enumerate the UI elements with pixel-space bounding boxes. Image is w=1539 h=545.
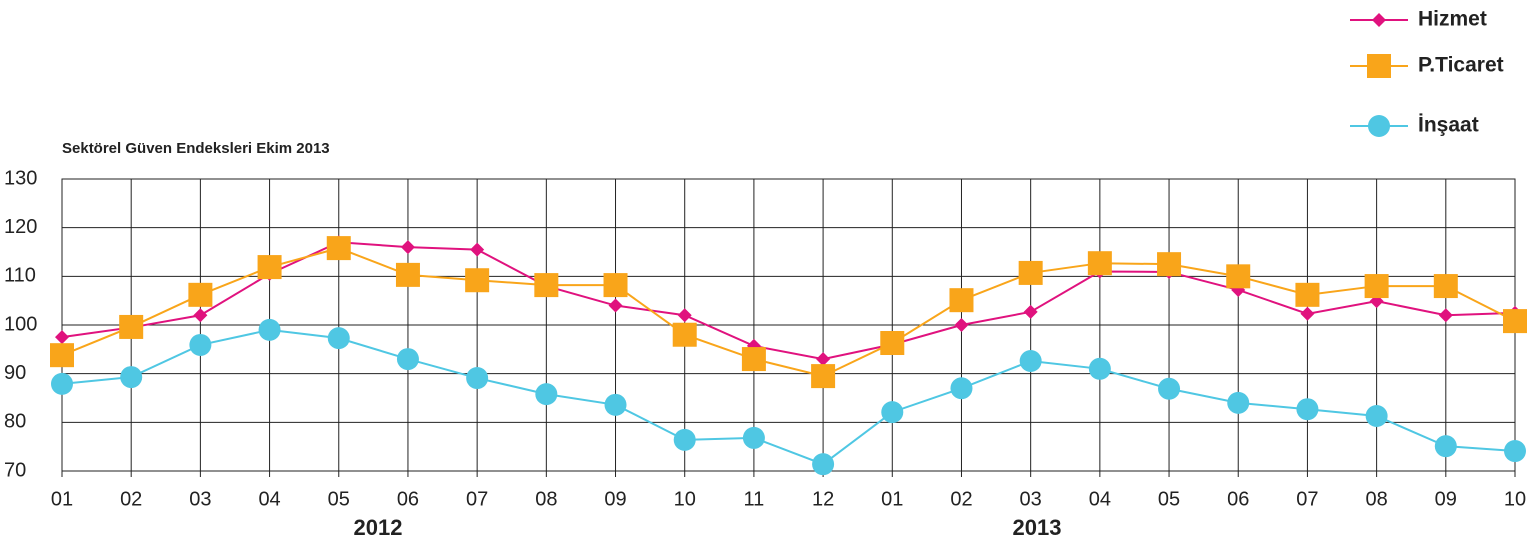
- marker: [1087, 251, 1112, 276]
- marker: [1365, 405, 1388, 428]
- marker: [535, 383, 558, 406]
- marker: [1367, 54, 1391, 78]
- marker: [395, 262, 420, 287]
- marker: [466, 367, 489, 390]
- x-tick-label: 02: [120, 488, 142, 510]
- marker: [811, 364, 836, 389]
- marker: [257, 255, 282, 280]
- marker: [1504, 440, 1526, 463]
- year-label: 2013: [1013, 515, 1062, 540]
- marker: [120, 366, 143, 389]
- marker: [400, 240, 415, 255]
- x-tick-label: 10: [674, 488, 696, 510]
- marker: [1088, 357, 1111, 380]
- marker: [812, 453, 835, 476]
- marker: [1018, 260, 1043, 285]
- marker: [1158, 377, 1181, 400]
- marker: [1157, 252, 1182, 277]
- x-tick-label: 04: [1089, 488, 1111, 510]
- x-tick-label: 08: [535, 488, 557, 510]
- marker: [1295, 282, 1320, 307]
- series-line: [61, 247, 1516, 378]
- x-tick-label: 12: [812, 488, 834, 510]
- marker: [608, 298, 623, 313]
- chart-title: Sektörel Güven Endeksleri Ekim 2013: [62, 140, 330, 157]
- y-tick-label: 130: [4, 167, 37, 189]
- marker: [1368, 115, 1390, 137]
- y-tick-label: 90: [4, 362, 26, 384]
- marker: [1433, 274, 1458, 299]
- x-tick-label: 01: [51, 488, 73, 510]
- marker: [673, 428, 696, 451]
- x-tick-label: 07: [466, 488, 488, 510]
- x-tick-label: 02: [950, 488, 972, 510]
- x-tick-label: 03: [1020, 488, 1042, 510]
- x-tick-label: 04: [258, 488, 280, 510]
- marker: [327, 327, 350, 350]
- marker: [1227, 391, 1250, 414]
- marker: [949, 288, 974, 313]
- x-tick-label: 09: [604, 488, 626, 510]
- x-tick-label: 01: [881, 488, 903, 510]
- marker: [880, 331, 905, 356]
- marker: [950, 377, 973, 400]
- marker: [1503, 309, 1527, 334]
- marker: [1372, 13, 1386, 27]
- marker: [954, 318, 969, 332]
- legend-label: Hizmet: [1418, 8, 1487, 31]
- marker: [534, 273, 559, 298]
- y-tick-label: 100: [4, 313, 37, 335]
- x-tick-label: 07: [1296, 488, 1318, 510]
- x-tick-label: 03: [189, 488, 211, 510]
- x-tick-label: 08: [1365, 488, 1387, 510]
- marker: [51, 372, 73, 395]
- legend-label: İnşaat: [1418, 114, 1479, 137]
- marker: [326, 236, 351, 261]
- x-tick-label: 05: [328, 488, 350, 510]
- marker: [1364, 274, 1389, 299]
- series-line: [61, 328, 1516, 466]
- marker: [816, 352, 831, 367]
- marker: [741, 347, 766, 372]
- marker: [1023, 304, 1038, 319]
- marker: [677, 308, 692, 323]
- legend-label: P.Ticaret: [1418, 54, 1504, 77]
- x-tick-label: 05: [1158, 488, 1180, 510]
- marker: [1226, 264, 1251, 289]
- y-tick-label: 80: [4, 411, 26, 433]
- x-tick-label: 10: [1504, 488, 1526, 510]
- marker: [50, 343, 74, 368]
- y-tick-label: 110: [4, 265, 36, 287]
- marker: [119, 314, 144, 339]
- marker: [396, 348, 419, 371]
- marker: [1296, 398, 1319, 421]
- x-tick-label: 06: [1227, 488, 1249, 510]
- marker: [55, 330, 69, 345]
- marker: [603, 273, 628, 298]
- y-tick-label: 120: [4, 216, 37, 238]
- marker: [1300, 306, 1315, 321]
- x-tick-label: 09: [1435, 488, 1457, 510]
- x-tick-label: 06: [397, 488, 419, 510]
- marker: [465, 268, 490, 293]
- year-label: 2012: [354, 515, 403, 540]
- y-tick-label: 70: [4, 459, 26, 481]
- marker: [742, 426, 765, 449]
- marker: [189, 333, 212, 356]
- marker: [1019, 350, 1042, 373]
- marker: [604, 393, 627, 416]
- marker: [672, 322, 697, 347]
- marker: [470, 242, 485, 257]
- marker: [1438, 308, 1453, 323]
- marker: [258, 318, 281, 341]
- marker: [881, 401, 904, 424]
- marker: [193, 308, 208, 323]
- marker: [1434, 435, 1457, 458]
- x-tick-label: 11: [744, 488, 765, 510]
- marker: [188, 282, 213, 307]
